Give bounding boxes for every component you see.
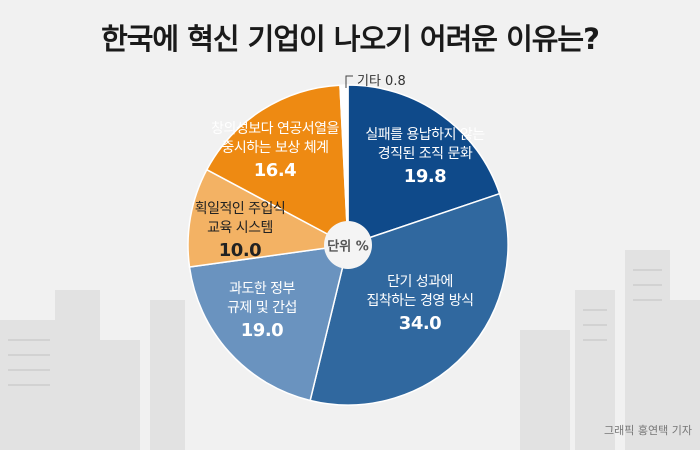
pie-slice-3 — [187, 168, 351, 268]
slice-label-0: 실패를 용납하지 않는 경직된 조직 문화 19.8 — [365, 127, 485, 187]
pie-slice-4 — [205, 84, 349, 247]
slice-label-2: 과도한 정부 규제 및 간섭 19.0 — [227, 281, 297, 341]
slice-label-3: 획일적인 주입식 교육 시스템 10.0 — [194, 201, 286, 261]
page-title: 한국에 혁신 기업이 나오기 어려운 이유는? — [101, 22, 600, 56]
slice-label-5: 기타 0.8 — [357, 74, 406, 89]
credit: 그래픽 홍연택 기자 — [604, 424, 692, 437]
pie-slice-2 — [188, 244, 349, 402]
unit-label: 단위 % — [327, 239, 369, 255]
slice-label-1: 단기 성과에 집착하는 경영 방식 34.0 — [366, 274, 474, 334]
center-hole — [324, 221, 372, 269]
pie-slice-5 — [339, 84, 349, 246]
etc-leader-line — [345, 75, 353, 88]
slice-label-4: 창의성보다 연공서열을 중시하는 보상 체계 16.4 — [211, 121, 339, 181]
pie-slice-0 — [347, 84, 501, 247]
